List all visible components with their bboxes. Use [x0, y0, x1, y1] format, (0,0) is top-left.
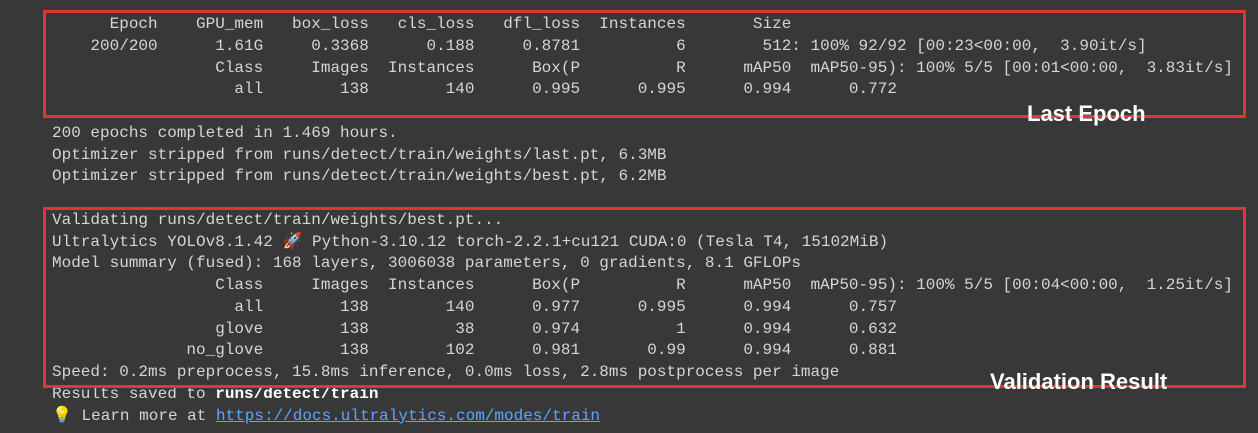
terminal-line: 💡 Learn more at https://docs.ultralytics…	[52, 406, 1233, 428]
terminal-line: Optimizer stripped from runs/detect/trai…	[52, 145, 667, 164]
terminal-line: Epoch GPU_mem box_loss cls_loss dfl_loss…	[52, 15, 792, 33]
icon: 💡	[52, 406, 72, 425]
terminal-line: Speed: 0.2ms preprocess, 15.8ms inferenc…	[52, 363, 840, 381]
terminal-line: Ultralytics YOLOv8.1.42 🚀 Python-3.10.12…	[52, 232, 889, 251]
path: runs/detect/train	[215, 384, 379, 403]
text: Results saved to	[52, 384, 216, 403]
highlight-box	[43, 207, 1246, 388]
terminal-line: all 138 140 0.977 0.995 0.994 0.757	[52, 297, 897, 316]
terminal-output: Epoch GPU_mem box_loss cls_loss dfl_loss…	[52, 14, 1233, 427]
terminal-line: 200/200 1.61G 0.3368 0.188 0.8781 6 512:…	[52, 36, 1147, 55]
terminal-line: Class Images Instances Box(P R mAP50 mAP…	[52, 58, 1233, 77]
text: Learn more at	[71, 406, 216, 425]
terminal-line: Results saved to runs/detect/train	[52, 384, 1233, 406]
terminal-line: all 138 140 0.995 0.995 0.994 0.772	[52, 80, 897, 99]
annotation: Validation Result	[990, 369, 1168, 394]
annotation: Last Epoch	[1027, 101, 1146, 126]
terminal-line: Validating runs/detect/train/weights/bes…	[52, 210, 504, 229]
link[interactable]: https://docs.ultralytics.com/modes/train	[215, 406, 601, 425]
terminal-line: 200 epochs completed in 1.469 hours.	[52, 123, 398, 142]
terminal-line: glove 138 38 0.974 1 0.994 0.632	[52, 319, 897, 338]
terminal-line: no_glove 138 102 0.981 0.99 0.994 0.881	[52, 341, 897, 360]
terminal-line: Class Images Instances Box(P R mAP50 mAP…	[52, 276, 1233, 294]
terminal-line: Model summary (fused): 168 layers, 30060…	[52, 254, 801, 273]
terminal-line: Optimizer stripped from runs/detect/trai…	[52, 167, 667, 186]
highlight-box	[43, 10, 1246, 118]
